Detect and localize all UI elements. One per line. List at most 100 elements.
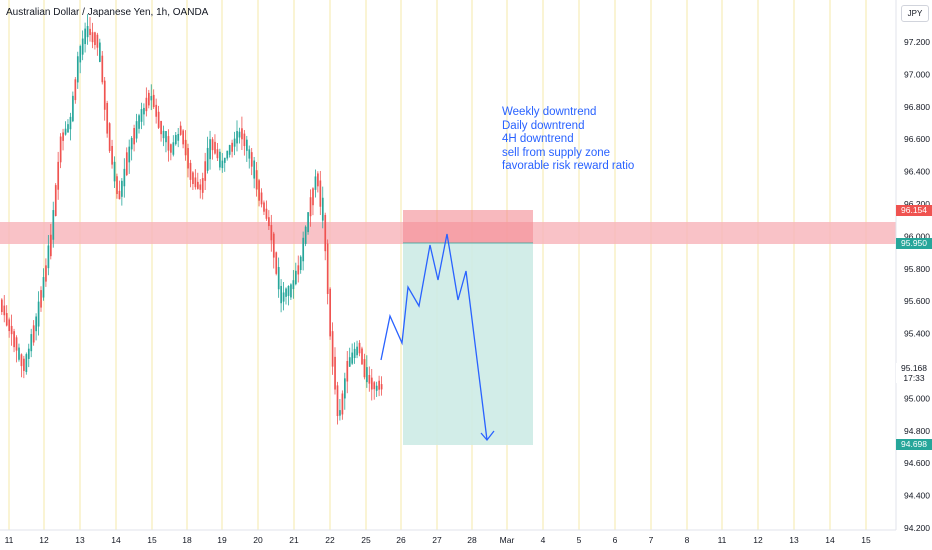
candle-body [363, 359, 366, 378]
candle-body [361, 348, 363, 365]
time-tick-label: 15 [861, 535, 871, 545]
candle-body [5, 313, 8, 326]
candle-body [236, 131, 238, 144]
time-tick-label: 14 [825, 535, 835, 545]
candle-body [140, 109, 143, 122]
price-tick-label: 95.400 [904, 329, 930, 339]
candle-body [380, 384, 383, 390]
candle-body [101, 55, 104, 83]
candle-body [167, 136, 170, 151]
candle-body [297, 265, 300, 275]
candle-body [81, 38, 84, 55]
candle-body [192, 172, 194, 185]
candle-body [20, 354, 23, 367]
candle-body [246, 139, 248, 151]
candle-body [130, 137, 133, 150]
candle-body [86, 26, 89, 38]
candle-body [304, 226, 307, 244]
candle-body [272, 233, 275, 258]
candle-body [57, 161, 60, 190]
candle-body [84, 28, 86, 45]
candle-body [307, 212, 309, 233]
candle-body [211, 139, 214, 151]
candle-body [324, 214, 327, 252]
time-axis[interactable]: 11 12 13 14 15 18 19 20 21 22 25 26 27 28 Mar 4 5 6 7 8 11 12… [5, 535, 871, 545]
candle-body [152, 94, 155, 108]
candle-body [94, 32, 96, 46]
candle-body [184, 139, 187, 156]
candle-body [89, 28, 91, 36]
candle-body [268, 217, 270, 227]
price-tick-label: 95.800 [904, 264, 930, 274]
note-line: sell from supply zone [502, 146, 611, 159]
candle-body [91, 32, 94, 43]
price-tick-label: 96.800 [904, 102, 930, 112]
candle-body [79, 46, 82, 63]
candle-body [42, 277, 45, 298]
candle-body [309, 197, 312, 217]
time-tick-label: 11 [718, 535, 727, 545]
price-axis[interactable]: 97.200 97.000 96.800 96.600 96.400 96.200 96.0… [904, 37, 930, 533]
time-tick-label: 18 [182, 535, 192, 545]
candle-body [339, 410, 341, 416]
candle-body [299, 256, 302, 271]
candle-body [319, 180, 322, 207]
price-tick-label: 97.200 [904, 37, 930, 47]
candle-body [182, 130, 184, 145]
candle-body [25, 354, 28, 372]
time-tick-label: 11 [5, 535, 14, 545]
candle-body [302, 237, 305, 262]
candle-body [177, 133, 180, 141]
time-tick-label: 5 [577, 535, 582, 545]
price-tick-label: 94.800 [904, 426, 930, 436]
candle-body [50, 234, 52, 257]
candle-body [116, 176, 118, 195]
candle-body [174, 134, 177, 145]
candle-body [221, 160, 224, 169]
candle-body [346, 361, 349, 382]
candle-body [326, 243, 329, 294]
note-line: Daily downtrend [502, 119, 585, 132]
candle-body [135, 121, 138, 139]
candle-body [265, 208, 268, 219]
candle-body [18, 347, 20, 360]
candle-body [1, 299, 3, 312]
time-tick-label: 8 [685, 535, 690, 545]
projection-arrowhead [480, 430, 495, 442]
candle-body [15, 337, 18, 351]
candle-body [226, 150, 229, 159]
symbol-title[interactable]: Australian Dollar / Japanese Yen, 1h, OA… [6, 7, 209, 18]
time-tick-label: 7 [649, 535, 654, 545]
currency-badge[interactable]: JPY [901, 5, 929, 22]
candle-body [358, 342, 361, 354]
candle-body [366, 367, 368, 383]
candle-body [243, 133, 246, 147]
candle-body [32, 325, 35, 343]
candle-body [231, 142, 233, 152]
candle-body [76, 56, 79, 83]
candle-body [189, 162, 192, 180]
candle-body [157, 111, 160, 128]
candle-body [348, 357, 351, 367]
candle-body [30, 334, 33, 352]
candle-body [373, 382, 376, 390]
candle-body [314, 176, 317, 190]
candle-body [108, 123, 111, 151]
candle-body [106, 102, 109, 134]
candle-body [199, 184, 202, 190]
candle-body [219, 151, 221, 168]
candle-body [162, 130, 165, 139]
candle-body [206, 147, 209, 171]
candle-body [118, 190, 121, 200]
candle-body [241, 128, 243, 140]
candle-body [238, 131, 241, 138]
candle-body [133, 128, 135, 145]
candle-body [209, 139, 211, 160]
candle-body [170, 144, 172, 153]
price-tick-label: 97.000 [904, 69, 930, 79]
candle-body [125, 152, 128, 176]
candle-body [341, 393, 344, 415]
time-tick-label: 13 [789, 535, 799, 545]
candle-body [353, 348, 356, 359]
